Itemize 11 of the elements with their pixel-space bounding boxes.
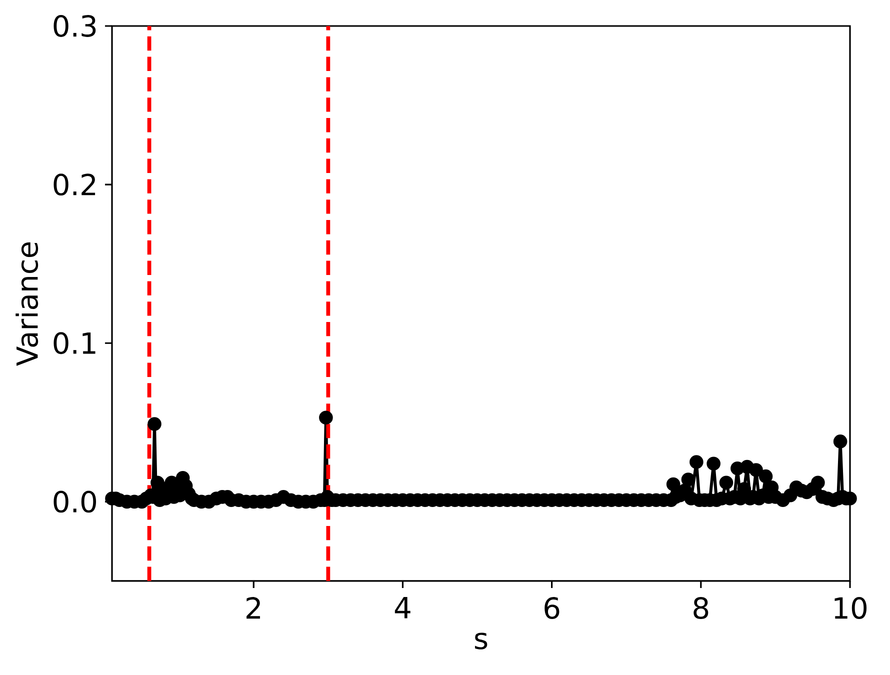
- y-tick-label: 0.3: [54, 15, 96, 37]
- y-tick-label: 0.1: [54, 332, 96, 354]
- y-axis-title: Variance: [16, 242, 38, 366]
- x-tick-label: 10: [834, 597, 867, 619]
- x-axis-title: s: [475, 632, 488, 650]
- x-tick-label: 4: [394, 597, 410, 618]
- x-tick-label: 6: [544, 597, 560, 619]
- y-tick-label: 0.0: [54, 490, 96, 513]
- x-tick-label: 8: [694, 597, 708, 619]
- y-tick-label: 0.2: [54, 174, 96, 196]
- x-tick-label: 2: [246, 597, 260, 619]
